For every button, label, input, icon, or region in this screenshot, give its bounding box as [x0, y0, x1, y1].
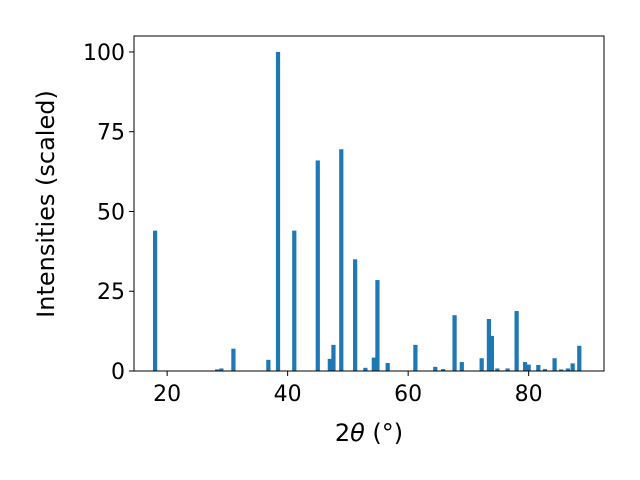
- bar: [353, 259, 358, 371]
- bar: [536, 364, 541, 371]
- bar: [385, 363, 390, 371]
- bar: [486, 319, 492, 371]
- bar: [505, 368, 510, 371]
- x-tick-label: 80: [515, 382, 543, 407]
- y-tick-label: 25: [97, 280, 125, 305]
- x-tick-label: 60: [394, 382, 422, 407]
- plot-frame: [133, 35, 605, 372]
- bar: [552, 358, 557, 371]
- bar: [577, 345, 582, 371]
- x-tick-label: 40: [274, 382, 302, 407]
- bar: [559, 369, 564, 371]
- bar-group: [152, 51, 582, 371]
- bar: [292, 230, 297, 371]
- bar: [459, 362, 464, 371]
- bar: [315, 160, 320, 371]
- bar: [565, 368, 570, 371]
- bar: [522, 362, 528, 371]
- y-axis-ticks: 0 25 50 75 100: [83, 41, 134, 385]
- bar: [375, 280, 380, 371]
- bar: [514, 311, 519, 371]
- bar: [489, 335, 495, 371]
- bar: [433, 366, 438, 371]
- bar: [413, 344, 418, 371]
- y-tick-label: 50: [97, 200, 125, 225]
- bar: [495, 368, 500, 371]
- y-tick-label: 75: [97, 121, 125, 146]
- y-tick-label: 0: [111, 360, 125, 385]
- x-axis-ticks: 20 40 60 80: [153, 371, 543, 407]
- bar: [327, 358, 332, 371]
- bar: [452, 315, 457, 371]
- bar: [152, 230, 158, 371]
- bar: [542, 369, 548, 371]
- bar: [526, 364, 531, 371]
- x-tick-label: 20: [153, 382, 181, 407]
- bar: [266, 359, 271, 371]
- bar: [331, 344, 336, 371]
- x-axis-label: 2θ (°): [335, 419, 403, 447]
- bar: [479, 358, 484, 371]
- bar: [215, 369, 220, 371]
- bar: [441, 369, 446, 371]
- bar: [231, 348, 236, 371]
- y-axis-label: Intensities (scaled): [32, 90, 60, 318]
- bar: [570, 363, 575, 371]
- bar: [219, 368, 224, 371]
- bar: [275, 51, 281, 371]
- bar: [363, 367, 368, 371]
- bar: [371, 357, 376, 371]
- y-tick-label: 100: [83, 41, 125, 66]
- bar: [339, 149, 344, 371]
